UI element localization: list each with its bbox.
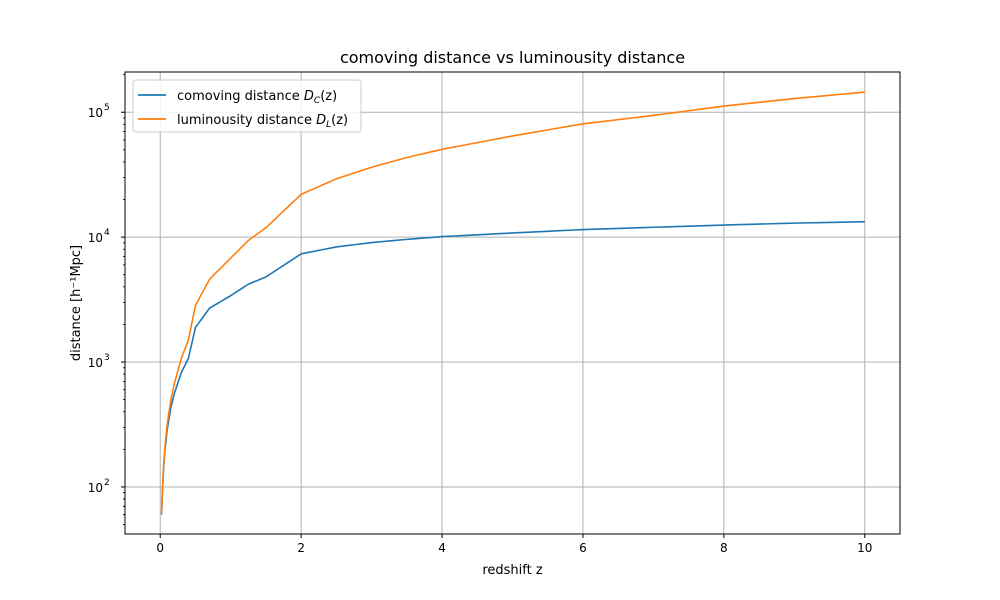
legend-label-part: L (326, 120, 331, 130)
legend-label-part: D (316, 113, 326, 128)
legend-label-part: C (314, 96, 321, 106)
x-tick-label: 8 (720, 541, 728, 555)
legend-label-part: (z) (331, 113, 348, 128)
legend-label: comoving distance DC(z) (177, 89, 337, 106)
y-tick-label-exponent: 5 (104, 103, 110, 113)
y-tick-label-exponent: 4 (104, 228, 110, 238)
y-tick-label-exponent: 3 (104, 353, 110, 363)
y-tick-label: 10 (88, 356, 103, 370)
x-tick-label: 2 (297, 541, 305, 555)
x-tick-label: 0 (156, 541, 164, 555)
legend-label: luminousity distance DL(z) (177, 113, 348, 130)
series-lines (160, 91, 865, 515)
y-axis-label: distance [h⁻¹Mpc] (69, 245, 84, 361)
y-tick-label: 10 (88, 231, 103, 245)
legend-label-part: luminousity distance (177, 113, 316, 128)
y-tick-label-base: 10 (88, 231, 103, 245)
series-line-luminousity-distance (160, 91, 865, 514)
y-tick-label: 10 (88, 106, 103, 120)
chart-title: comoving distance vs luminousity distanc… (340, 48, 685, 67)
y-tick-label-base: 10 (88, 356, 103, 370)
legend: comoving distance DC(z)luminousity dista… (132, 79, 362, 133)
plot-area-frame (124, 71, 901, 535)
legend-label-part: (z) (320, 89, 337, 104)
x-tick-label: 4 (438, 541, 446, 555)
legend-box (132, 79, 362, 133)
legend-label-part: D (304, 89, 314, 104)
x-tick-label: 10 (857, 541, 872, 555)
legend-label-part: comoving distance (177, 89, 304, 104)
y-tick-label-exponent: 2 (104, 478, 110, 488)
y-tick-label-base: 10 (88, 106, 103, 120)
x-axis-label: redshift z (482, 563, 543, 578)
y-tick-label: 10 (88, 481, 103, 495)
y-tick-label-base: 10 (88, 481, 103, 495)
x-tick-label: 6 (579, 541, 587, 555)
